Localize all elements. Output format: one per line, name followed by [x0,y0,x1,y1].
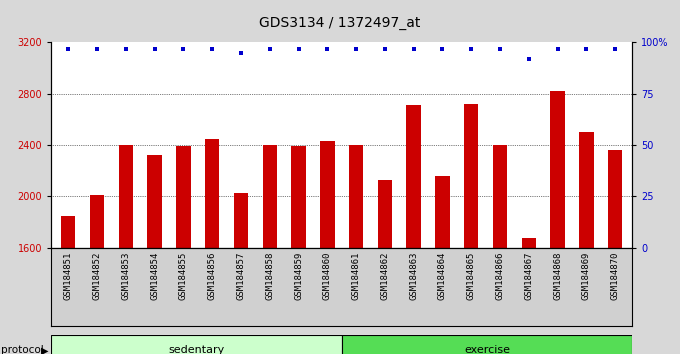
Point [92,46,103,51]
Point [293,46,304,51]
Point [581,46,592,51]
Bar [407,105,421,248]
Text: GSM184853: GSM184853 [121,252,131,300]
Bar [148,155,162,248]
Text: exercise: exercise [464,346,510,354]
Text: GSM184866: GSM184866 [496,252,505,300]
Bar [262,145,277,248]
Bar [234,193,248,248]
Bar [493,145,507,248]
Point [610,46,621,51]
Point [552,46,563,51]
Text: GSM184870: GSM184870 [611,252,619,300]
Text: GSM184863: GSM184863 [409,252,418,300]
Bar [608,150,622,248]
Bar [291,147,306,248]
Bar [377,180,392,248]
Text: GSM184865: GSM184865 [466,252,476,300]
Bar [550,91,565,248]
Text: GSM184856: GSM184856 [207,252,217,300]
Text: ▶: ▶ [41,346,48,354]
Text: GSM184851: GSM184851 [64,252,73,300]
Point [235,50,246,56]
Text: GSM184867: GSM184867 [524,252,533,300]
Point [63,46,73,51]
Point [379,46,390,51]
Point [466,46,477,51]
Text: GSM184854: GSM184854 [150,252,159,300]
Bar [579,132,594,248]
Point [494,46,505,51]
Bar [51,335,341,354]
Bar [349,145,363,248]
Text: GSM184852: GSM184852 [92,252,101,300]
Bar [341,335,632,354]
Point [437,46,448,51]
Bar [90,195,104,248]
Point [322,46,333,51]
Point [351,46,362,51]
Text: GSM184855: GSM184855 [179,252,188,300]
Text: GSM184869: GSM184869 [582,252,591,300]
Bar [522,238,536,248]
Bar [176,147,190,248]
Bar [118,145,133,248]
Point [207,46,218,51]
Point [120,46,131,51]
Text: protocol: protocol [1,346,44,354]
Text: sedentary: sedentary [168,346,224,354]
Text: GSM184859: GSM184859 [294,252,303,300]
Text: GSM184864: GSM184864 [438,252,447,300]
Point [408,46,419,51]
Bar [205,139,220,248]
Text: GSM184858: GSM184858 [265,252,274,300]
Text: GSM184868: GSM184868 [553,252,562,300]
Text: GSM184862: GSM184862 [380,252,390,300]
Text: GSM184861: GSM184861 [352,252,360,300]
Text: GDS3134 / 1372497_at: GDS3134 / 1372497_at [259,16,421,30]
Text: GSM184857: GSM184857 [237,252,245,300]
Point [178,46,189,51]
Bar [464,104,479,248]
Point [524,56,534,62]
Bar [320,141,335,248]
Point [149,46,160,51]
Point [265,46,275,51]
Bar [61,216,75,248]
Text: GSM184860: GSM184860 [323,252,332,300]
Bar [435,176,449,248]
